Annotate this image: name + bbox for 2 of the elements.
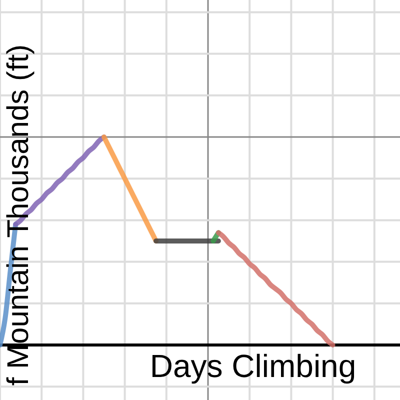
x-axis-title: Days Climbing <box>150 348 356 384</box>
y-axis-title: f Mountain Thousands (ft) <box>2 44 35 386</box>
